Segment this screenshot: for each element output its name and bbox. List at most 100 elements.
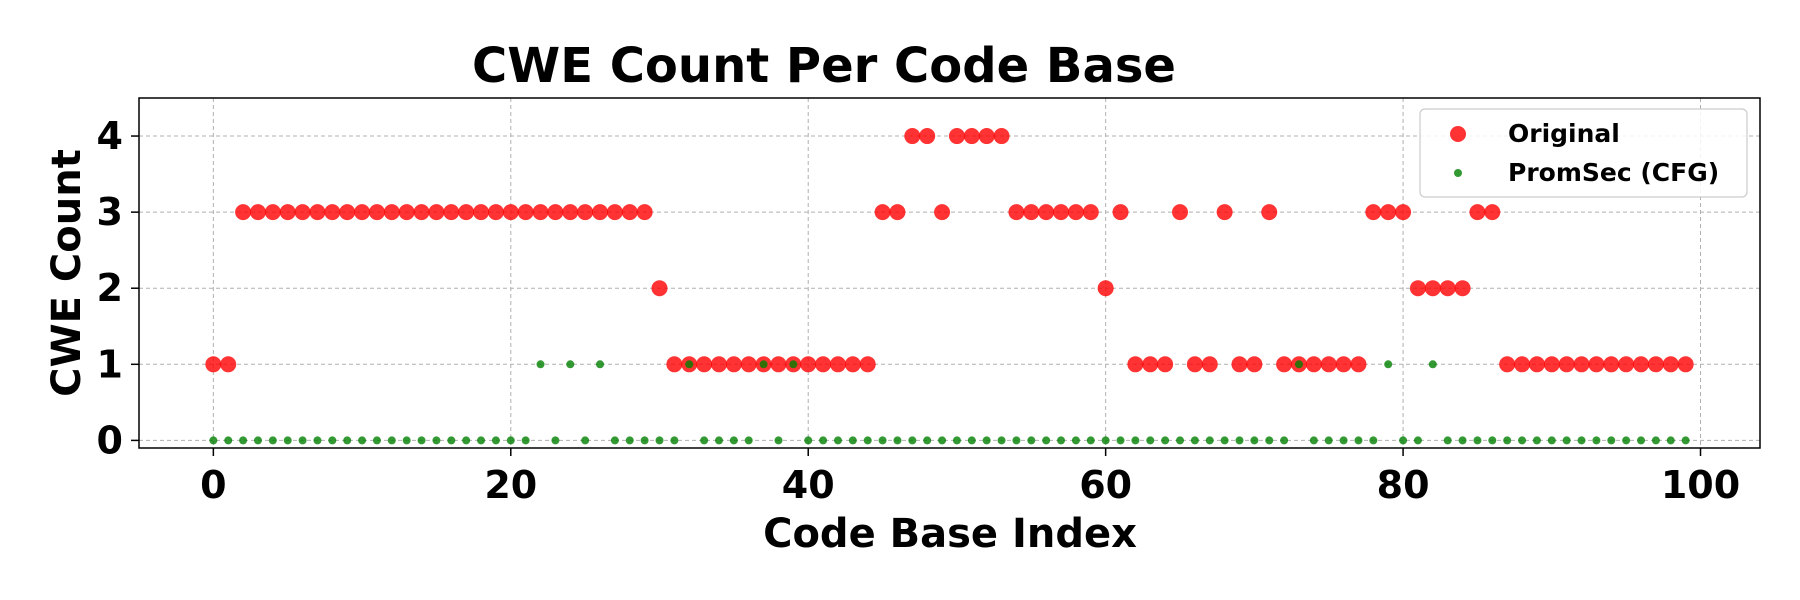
- original-point: [458, 204, 475, 221]
- original-point: [592, 204, 609, 221]
- promsec-point: [744, 436, 753, 445]
- original-point: [1469, 204, 1486, 221]
- promsec-point: [313, 436, 322, 445]
- original-point: [1647, 356, 1664, 373]
- original-point: [859, 356, 876, 373]
- x-tick-label: 20: [484, 463, 537, 507]
- original-point: [1365, 204, 1382, 221]
- promsec-point: [1384, 360, 1393, 369]
- y-tick-label: 1: [97, 342, 123, 386]
- promsec-point: [1562, 436, 1571, 445]
- original-point: [948, 128, 965, 145]
- original-point: [829, 356, 846, 373]
- original-point: [636, 204, 653, 221]
- chart-title: CWE Count Per Code Base: [472, 38, 1176, 94]
- promsec-point: [1592, 436, 1601, 445]
- promsec-point: [1443, 436, 1452, 445]
- original-point: [1112, 204, 1129, 221]
- original-point: [1008, 204, 1025, 221]
- original-point: [1514, 356, 1531, 373]
- promsec-point: [521, 436, 530, 445]
- original-point: [978, 128, 995, 145]
- original-point: [1603, 356, 1620, 373]
- promsec-point: [596, 360, 605, 369]
- promsec-point: [253, 436, 262, 445]
- original-point: [517, 204, 534, 221]
- original-point: [368, 204, 385, 221]
- original-point: [1662, 356, 1679, 373]
- original-point: [309, 204, 326, 221]
- promsec-point: [1413, 436, 1422, 445]
- promsec-point: [804, 436, 813, 445]
- original-point: [889, 204, 906, 221]
- original-point: [1633, 356, 1650, 373]
- original-point: [1053, 204, 1070, 221]
- promsec-point: [1681, 436, 1690, 445]
- original-point: [398, 204, 415, 221]
- promsec-point: [1101, 436, 1110, 445]
- promsec-point: [1146, 436, 1155, 445]
- promsec-point: [581, 436, 590, 445]
- original-point: [606, 204, 623, 221]
- promsec-point: [833, 436, 842, 445]
- promsec-point: [1071, 436, 1080, 445]
- promsec-point: [1651, 436, 1660, 445]
- original-point: [1454, 280, 1471, 297]
- original-point: [1395, 204, 1412, 221]
- original-point: [279, 204, 296, 221]
- promsec-point: [952, 436, 961, 445]
- promsec-point: [1473, 436, 1482, 445]
- promsec-point: [759, 360, 768, 369]
- legend: Original PromSec (CFG): [1419, 108, 1748, 198]
- original-point: [1186, 356, 1203, 373]
- original-point: [443, 204, 460, 221]
- original-point: [1082, 204, 1099, 221]
- promsec-point: [224, 436, 233, 445]
- original-point: [844, 356, 861, 373]
- original-point: [963, 128, 980, 145]
- original-point: [205, 356, 222, 373]
- promsec-point: [774, 436, 783, 445]
- original-point: [1618, 356, 1635, 373]
- x-tick-label: 80: [1377, 463, 1430, 507]
- original-point: [264, 204, 281, 221]
- promsec-point: [1057, 436, 1066, 445]
- original-point: [220, 356, 237, 373]
- promsec-point: [982, 436, 991, 445]
- original-point: [651, 280, 668, 297]
- promsec-point: [714, 436, 723, 445]
- promsec-point: [239, 436, 248, 445]
- promsec-point: [1503, 436, 1512, 445]
- promsec-point: [685, 360, 694, 369]
- promsec-point: [298, 436, 307, 445]
- original-point: [1588, 356, 1605, 373]
- legend-marker-promsec: [1454, 169, 1462, 177]
- promsec-point: [700, 436, 709, 445]
- x-tick-label: 100: [1661, 463, 1740, 507]
- promsec-point: [789, 360, 798, 369]
- promsec-point: [417, 436, 426, 445]
- original-point: [354, 204, 371, 221]
- original-point: [1097, 280, 1114, 297]
- promsec-point: [358, 436, 367, 445]
- legend-label-promsec: PromSec (CFG): [1508, 158, 1719, 187]
- original-point: [1216, 204, 1233, 221]
- promsec-point: [997, 436, 1006, 445]
- promsec-point: [1116, 436, 1125, 445]
- promsec-point: [1042, 436, 1051, 445]
- original-point: [413, 204, 430, 221]
- promsec-point: [1205, 436, 1214, 445]
- promsec-point: [1280, 436, 1289, 445]
- promsec-point: [432, 436, 441, 445]
- promsec-point: [1309, 436, 1318, 445]
- promsec-point: [655, 436, 664, 445]
- promsec-point: [447, 436, 456, 445]
- original-point: [1484, 204, 1501, 221]
- promsec-point: [491, 436, 500, 445]
- original-point: [1023, 204, 1040, 221]
- promsec-point: [1369, 436, 1378, 445]
- promsec-point: [819, 436, 828, 445]
- promsec-point: [848, 436, 857, 445]
- promsec-point: [1176, 436, 1185, 445]
- promsec-point: [1265, 436, 1274, 445]
